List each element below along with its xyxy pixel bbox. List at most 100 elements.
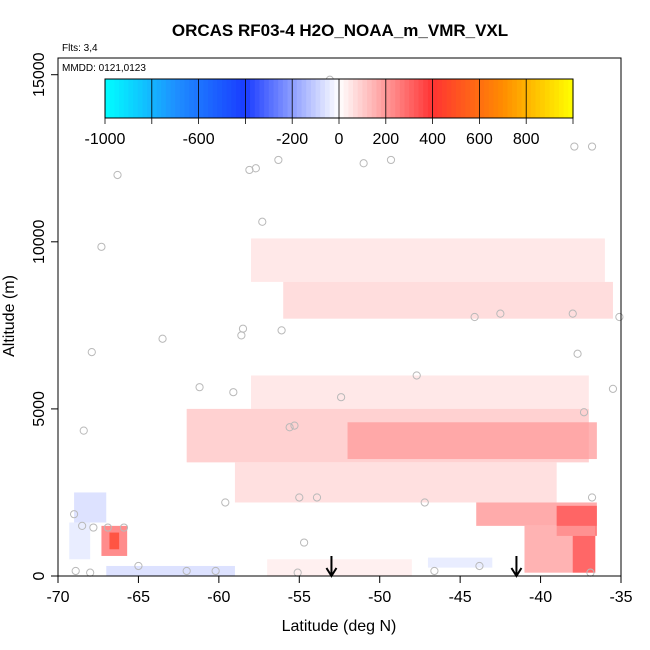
sample-point [587,493,597,502]
heatmap-cell-12 [109,532,120,550]
sample-point [79,426,88,435]
colorbar-segment [296,79,303,118]
colorbar-segment [507,79,513,118]
sample-point [300,538,309,547]
colorbar-tick-label: 800 [513,131,540,148]
sample-point [496,309,505,318]
sample-point [87,347,96,357]
sample-point [221,498,230,507]
colorbar-segment [451,79,457,118]
colorbar-segment [465,79,471,118]
sample-point [134,561,143,571]
colorbar-segment [301,79,307,118]
colorbar-segment [540,79,546,118]
colorbar-segment [147,79,153,118]
colorbar-segment [460,79,466,118]
colorbar-segment [549,79,555,118]
colorbar-segment [484,79,490,118]
colorbar-segment [133,79,139,118]
sample-point [258,217,267,226]
colorbar-segment [292,79,298,118]
heatmap-cell-4 [347,422,597,460]
colorbar-segment [343,79,349,118]
colorbar-segment [193,79,200,118]
sample-point [182,566,191,576]
colorbar-segment [371,79,378,118]
colorbar-segment [324,79,331,118]
colorbar-segment [273,79,279,118]
colorbar-tick-label: 0 [335,131,344,148]
sample-point [568,309,577,318]
x-axis-label: Latitude (deg N) [282,618,397,635]
colorbar-segment [493,79,499,118]
colorbar-segment [119,79,125,118]
colorbar-segment [381,79,387,118]
colorbar-segment [156,79,162,118]
sample-point [97,242,106,251]
colorbar-segment [207,79,214,118]
colorbar-segment [544,79,551,118]
colorbar-segment [521,79,527,118]
sample-point [615,312,624,322]
heatmap-cell-10 [267,559,412,576]
x-tick-label: -35 [609,589,632,606]
colorbar-tick-label: -1000 [85,131,126,148]
heatmap-cell-16 [427,557,493,568]
dates-label: MMDD: 0121,0123 [62,63,146,74]
colorbar-segment [250,79,256,118]
x-tick-label: -55 [288,589,311,606]
heatmap-cell-13 [74,492,107,523]
colorbar-segment [320,79,326,118]
colorbar-segment [231,79,237,118]
colorbar-segment [357,79,363,118]
colorbar-segment [109,79,115,118]
colorbar-segment [427,79,434,118]
flights-label: Flts: 3,4 [62,43,98,54]
colorbar-segment [353,79,359,118]
heatmap-cell-0 [251,238,605,282]
colorbar-segment [376,79,382,118]
colorbar-segment [105,79,111,118]
colorbar-segment [334,79,340,118]
sample-point [71,566,80,576]
colorbar-segment [390,79,396,118]
sample-point [290,421,299,430]
colorbar-segment [526,79,532,118]
colorbar-segment [404,79,410,118]
colorbar-segment [413,79,420,118]
colorbar-segment [498,79,504,118]
colorbar-segment [165,79,172,118]
colorbar-segment [339,79,345,118]
colorbar-segment [530,79,537,118]
sample-point [211,566,220,576]
sample-point [412,371,421,380]
colorbar-segment [282,79,289,118]
colorbar-segment [175,79,181,118]
sample-point [237,331,246,340]
colorbar-segment [161,79,167,118]
sample-point [430,566,439,576]
sample-point [229,388,238,397]
heatmap-cell-2 [251,375,589,409]
colorbar-segment [268,79,275,118]
x-tick-label: -65 [127,589,150,606]
colorbar-tick-label: -600 [183,131,215,148]
colorbar-segment [151,79,158,118]
sample-point [103,523,112,532]
colorbar-segment [123,79,129,118]
colorbar-segment [287,79,293,118]
colorbar-segment [554,79,560,118]
plot-area [69,238,613,576]
colorbar: -1000 -600 -200 0 200 400 600 800 [85,78,574,148]
colorbar-segment [362,79,368,118]
x-tick-label: -40 [529,589,552,606]
colorbar-segment [409,79,415,118]
colorbar-segment [315,79,321,118]
colorbar-segment [137,79,144,118]
x-tick-label: -60 [207,589,230,606]
colorbar-segment [189,79,195,118]
colorbar-segment [240,79,246,118]
colorbar-segment [488,79,495,118]
colorbar-segment [470,79,476,118]
sample-point [359,159,368,168]
